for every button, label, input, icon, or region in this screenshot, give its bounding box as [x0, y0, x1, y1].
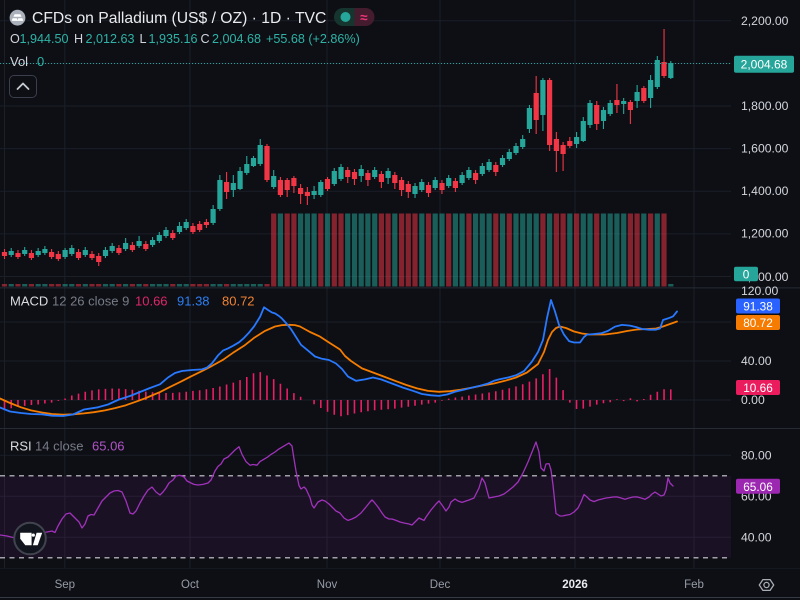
svg-text:1,400.00: 1,400.00 — [741, 184, 789, 198]
svg-text:40.00: 40.00 — [741, 354, 772, 368]
svg-text:10.66: 10.66 — [743, 381, 773, 395]
svg-text:Sep: Sep — [55, 579, 75, 591]
svg-text:40.00: 40.00 — [741, 530, 772, 544]
svg-text:0: 0 — [743, 268, 750, 282]
svg-text:12 26 close 9: 12 26 close 9 — [52, 294, 129, 309]
svg-text:1,944.50: 1,944.50 — [20, 32, 69, 46]
svg-text:91.38: 91.38 — [743, 300, 773, 314]
svg-text:2,200.00: 2,200.00 — [741, 14, 789, 28]
svg-text:1,600.00: 1,600.00 — [741, 142, 789, 156]
svg-text:1,935.16: 1,935.16 — [149, 32, 198, 46]
svg-text:2026: 2026 — [562, 579, 588, 591]
svg-text:91.38: 91.38 — [177, 294, 210, 309]
svg-text:Feb: Feb — [684, 579, 704, 591]
svg-text:Dec: Dec — [430, 579, 451, 591]
svg-text:1,200.00: 1,200.00 — [741, 227, 789, 241]
svg-text:0.00: 0.00 — [741, 393, 765, 407]
svg-text:2,012.63: 2,012.63 — [86, 32, 135, 46]
svg-text:80.00: 80.00 — [741, 448, 772, 462]
svg-text:1,800.00: 1,800.00 — [741, 99, 789, 113]
svg-text:Nov: Nov — [317, 579, 338, 591]
svg-text:65.06: 65.06 — [92, 439, 125, 454]
svg-text:MACD: MACD — [10, 294, 48, 309]
svg-text:10.66: 10.66 — [135, 294, 168, 309]
svg-text:+55.68 (+2.86%): +55.68 (+2.86%) — [266, 32, 360, 46]
svg-text:RSI: RSI — [10, 439, 32, 454]
svg-text:14 close: 14 close — [35, 439, 83, 454]
svg-text:120.00: 120.00 — [741, 284, 778, 298]
svg-text:2,004.68: 2,004.68 — [741, 58, 788, 72]
svg-text:0: 0 — [37, 54, 44, 69]
svg-text:Oct: Oct — [181, 579, 200, 591]
svg-text:O: O — [10, 32, 20, 46]
svg-text:80.72: 80.72 — [743, 316, 773, 330]
svg-text:Vol: Vol — [10, 54, 28, 69]
svg-text:65.06: 65.06 — [743, 480, 773, 494]
svg-text:L: L — [140, 32, 147, 46]
svg-text:2,004.68: 2,004.68 — [212, 32, 261, 46]
svg-text:C: C — [201, 32, 210, 46]
svg-text:80.72: 80.72 — [222, 294, 255, 309]
svg-text:H: H — [74, 32, 83, 46]
svg-text:≈: ≈ — [360, 10, 368, 25]
svg-text:CFDs on Palladium (US$ / OZ) ·: CFDs on Palladium (US$ / OZ) · 1D · TVC — [32, 10, 326, 27]
